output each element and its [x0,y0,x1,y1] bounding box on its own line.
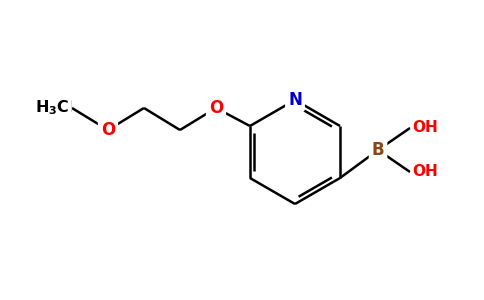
Text: $\mathregular{H_3C}$: $\mathregular{H_3C}$ [35,99,70,117]
Text: H: H [59,100,72,116]
Text: OH: OH [412,164,438,179]
Text: O: O [209,99,223,117]
Text: O: O [101,121,115,139]
Text: OH: OH [412,121,438,136]
Text: N: N [288,91,302,109]
Text: B: B [372,141,384,159]
